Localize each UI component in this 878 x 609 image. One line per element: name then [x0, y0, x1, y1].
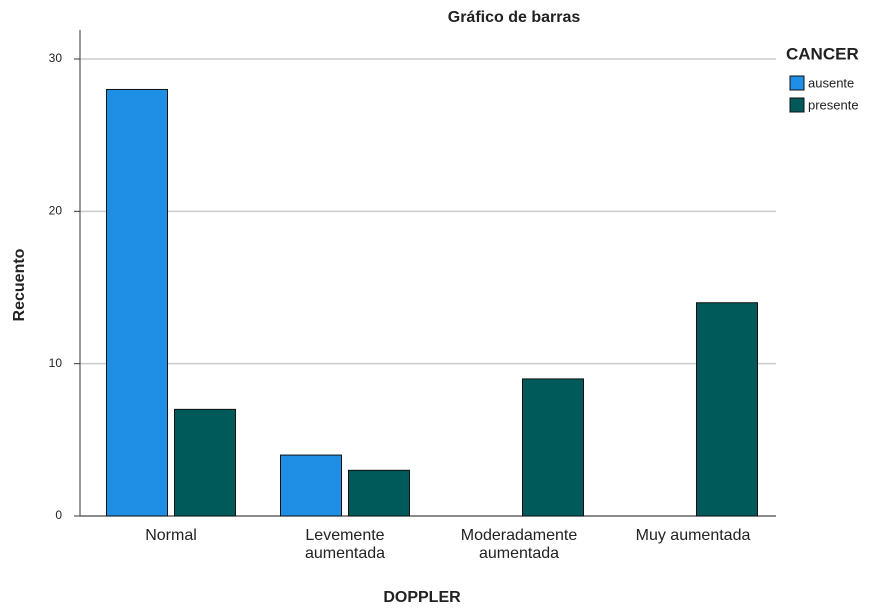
x-tick-label: Moderadamente aumentada — [461, 527, 578, 562]
bar — [522, 378, 584, 517]
bar — [348, 469, 410, 517]
y-tick-label: 0 — [55, 508, 62, 522]
y-tick-label: 20 — [49, 204, 63, 218]
x-tick-label: Muy aumentada — [636, 527, 751, 544]
legend-swatch — [789, 97, 805, 113]
y-axis-label: Recuento — [11, 248, 28, 321]
bar — [106, 88, 168, 517]
bar — [174, 408, 236, 517]
legend-swatch — [789, 75, 805, 91]
y-tick-label: 30 — [49, 51, 63, 65]
legend-label: presente — [808, 97, 859, 112]
legend-title: CANCER — [786, 44, 859, 63]
x-tick-label: Levemente aumentada — [305, 527, 385, 562]
bar — [696, 302, 758, 517]
x-tick-label: Normal — [145, 527, 197, 544]
legend-label: ausente — [808, 75, 854, 90]
y-tick-label: 10 — [49, 356, 63, 370]
x-axis-label: DOPPLER — [383, 589, 461, 606]
chart-title: Gráfico de barras — [448, 9, 581, 26]
bar — [280, 454, 342, 517]
